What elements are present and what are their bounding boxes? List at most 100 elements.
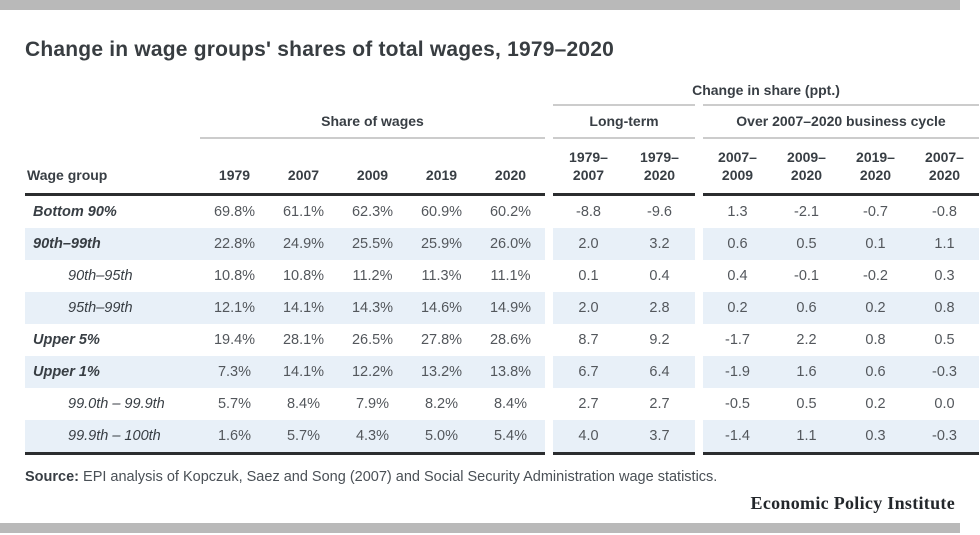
value-cell: 2.7 <box>649 396 670 412</box>
value-cell: 11.3% <box>421 268 462 284</box>
value-cell: 0.3 <box>934 268 955 284</box>
section-gap <box>695 452 703 455</box>
value-cell: -0.8 <box>932 204 957 220</box>
value-cell: 14.1% <box>269 292 338 324</box>
year-column-header: 2007 <box>269 139 338 196</box>
section-gap <box>695 420 703 452</box>
section-gap <box>695 292 703 324</box>
range-column-header: 1979– 2007 <box>553 139 624 196</box>
value-cell: 62.3% <box>351 204 394 220</box>
value-cell: 2.0 <box>553 292 624 324</box>
business-cycle-group-header: Over 2007–2020 business cycle <box>703 110 979 139</box>
column-header-row: Wage group 1979 2007 2009 2019 2020 1979… <box>25 139 979 196</box>
table-row: Upper 5% 19.4% 28.1% 26.5% 27.8% 28.6% 8… <box>25 324 979 356</box>
share-of-wages-group-header: Share of wages <box>200 110 545 139</box>
range-column-header: 2009– 2020 <box>772 139 841 196</box>
value-cell: -0.5 <box>725 396 750 412</box>
range-top: 2007– <box>925 149 964 165</box>
value-cell: 1.6% <box>200 420 269 452</box>
value-cell: 5.7% <box>217 396 252 412</box>
report-content: Change in wage groups' shares of total w… <box>25 10 979 514</box>
source-note: Source: EPI analysis of Kopczuk, Saez an… <box>25 469 979 485</box>
group-header-row: Share of wages Long-term Over 2007–2020 … <box>25 110 979 139</box>
range-top: 2007– <box>718 149 757 165</box>
year-column-header: 2019 <box>407 139 476 196</box>
value-cell: 0.5 <box>796 396 817 412</box>
value-cell: 0.6 <box>772 292 841 324</box>
value-cell: -0.2 <box>863 268 888 284</box>
value-cell: 24.9% <box>269 228 338 260</box>
value-cell: -2.1 <box>794 204 819 220</box>
value-cell: 7.9% <box>355 396 390 412</box>
long-term-group-header: Long-term <box>553 110 695 139</box>
row-label: 95th–99th <box>25 292 200 324</box>
row-label: Upper 1% <box>25 356 200 388</box>
row-label: Upper 5% <box>33 332 100 348</box>
value-cell: 2.0 <box>553 228 624 260</box>
value-cell: 11.1% <box>490 268 531 284</box>
value-cell: 1.1 <box>772 420 841 452</box>
range-top: 2019– <box>856 149 895 165</box>
range-column-header: 2007– 2009 <box>703 139 772 196</box>
value-cell: -8.8 <box>576 204 601 220</box>
value-cell: 11.2% <box>352 268 393 284</box>
change-group-header-row: Change in share (ppt.) <box>25 82 979 106</box>
value-cell: 10.8% <box>282 268 325 284</box>
change-in-share-group-header: Change in share (ppt.) <box>692 82 840 98</box>
value-cell: -1.9 <box>703 356 772 388</box>
value-cell: 8.4% <box>493 396 528 412</box>
value-cell: 4.0 <box>553 420 624 452</box>
value-cell: 0.8 <box>865 332 886 348</box>
range-bottom: 2020 <box>643 166 676 183</box>
rule-segment <box>703 452 979 455</box>
section-gap <box>545 324 553 356</box>
value-cell: 0.8 <box>910 292 979 324</box>
top-border-bar <box>0 0 960 10</box>
table-row: 90th–99th 22.8% 24.9% 25.5% 25.9% 26.0% … <box>25 228 979 260</box>
value-cell: 6.4 <box>624 356 695 388</box>
value-cell: 0.5 <box>772 228 841 260</box>
section-gap <box>695 228 703 260</box>
section-gap <box>545 196 553 228</box>
value-cell: 60.9% <box>420 204 463 220</box>
section-gap <box>545 420 553 452</box>
row-label: 99.9th – 100th <box>25 420 200 452</box>
row-label: 90th–95th <box>68 268 133 284</box>
divider-segment <box>553 104 695 106</box>
value-cell: 0.2 <box>841 292 910 324</box>
range-top: 1979– <box>569 149 608 165</box>
section-gap <box>695 139 703 196</box>
range-top: 2009– <box>787 149 826 165</box>
row-label: 90th–99th <box>25 228 200 260</box>
section-gap <box>695 324 703 356</box>
value-cell: 8.2% <box>424 396 459 412</box>
value-cell: 19.4% <box>213 332 256 348</box>
value-cell: 5.0% <box>407 420 476 452</box>
value-cell: 8.7 <box>578 332 599 348</box>
value-cell: 3.7 <box>624 420 695 452</box>
value-cell: -0.1 <box>794 268 819 284</box>
value-cell: 25.9% <box>407 228 476 260</box>
value-cell: -9.6 <box>647 204 672 220</box>
table-bottom-rule <box>25 452 979 455</box>
value-cell: 2.2 <box>796 332 817 348</box>
value-cell: 0.2 <box>865 396 886 412</box>
table-row: Bottom 90% 69.8% 61.1% 62.3% 60.9% 60.2%… <box>25 196 979 228</box>
value-cell: 1.6 <box>772 356 841 388</box>
section-gap <box>545 452 553 455</box>
value-cell: 69.8% <box>213 204 256 220</box>
value-cell: 2.8 <box>624 292 695 324</box>
value-cell: 28.6% <box>489 332 532 348</box>
section-gap <box>695 388 703 420</box>
value-cell: 12.1% <box>200 292 269 324</box>
value-cell: 25.5% <box>338 228 407 260</box>
section-gap <box>695 110 703 139</box>
row-label: Bottom 90% <box>33 204 117 220</box>
table-row: Upper 1% 7.3% 14.1% 12.2% 13.2% 13.8% 6.… <box>25 356 979 388</box>
section-gap <box>545 139 553 196</box>
value-cell: 0.6 <box>841 356 910 388</box>
value-cell: 14.1% <box>269 356 338 388</box>
rule-segment <box>25 452 545 455</box>
range-top: 1979– <box>640 149 679 165</box>
value-cell: 10.8% <box>213 268 256 284</box>
